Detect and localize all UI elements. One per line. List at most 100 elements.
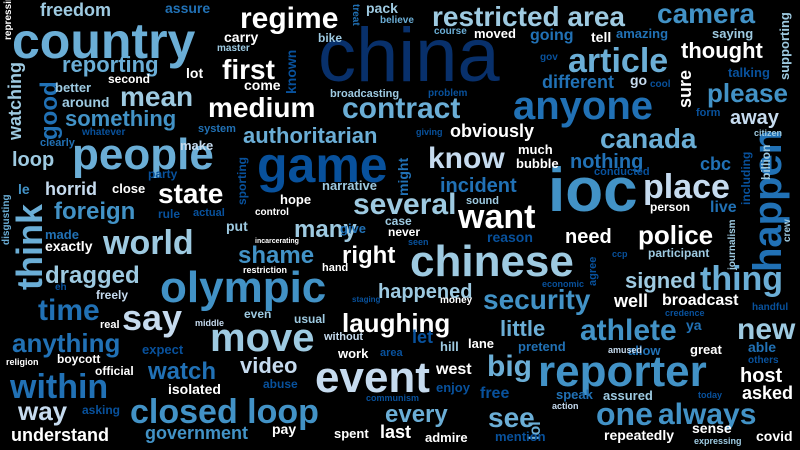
word-clearly: clearly xyxy=(40,137,75,149)
word-video: video xyxy=(240,353,298,378)
word-second: second xyxy=(108,72,151,86)
word-thing: thing xyxy=(700,260,784,298)
word-well: well xyxy=(614,291,649,311)
word-sporting: sporting xyxy=(235,157,249,205)
word-great: great xyxy=(690,342,722,357)
word-know: know xyxy=(428,142,505,175)
word-abuse: abuse xyxy=(263,377,298,391)
word-host: host xyxy=(740,365,783,387)
word-spent: spent xyxy=(334,426,369,441)
word-reason: reason xyxy=(487,229,533,245)
word-tell: tell xyxy=(591,29,612,45)
word-security: security xyxy=(483,284,591,315)
word-expressing: expressing xyxy=(694,436,742,446)
word-something: something xyxy=(65,106,177,131)
word-amazing: amazing xyxy=(616,26,669,41)
word-contract: contract xyxy=(342,92,461,125)
word-billion: billion xyxy=(759,144,773,180)
word-exactly: exactly xyxy=(45,238,93,254)
word-give: give xyxy=(340,221,367,236)
word-watching: watching xyxy=(5,61,25,140)
word-say: say xyxy=(122,297,183,338)
word-please: please xyxy=(707,78,788,108)
word-supporting: supporting xyxy=(777,12,792,80)
word-police: police xyxy=(638,220,714,250)
word-agree: agree xyxy=(587,256,599,286)
word-world: world xyxy=(103,224,194,262)
word-treat: treat xyxy=(350,4,361,26)
word-seen: seen xyxy=(408,237,429,247)
word-religion: religion xyxy=(6,357,39,367)
word-hope: hope xyxy=(280,192,312,207)
word-might: might xyxy=(395,157,411,196)
word-first: first xyxy=(222,54,275,85)
word-repressing: repressing xyxy=(3,0,14,40)
word-speak: speak xyxy=(556,387,593,402)
word-known: known xyxy=(283,49,299,94)
word-eh: eh xyxy=(55,282,67,293)
word-made: made xyxy=(45,227,79,242)
word-handful: handful xyxy=(752,302,789,313)
word-always: always xyxy=(658,398,757,431)
word-camera: camera xyxy=(657,0,756,29)
word-much: much xyxy=(518,142,553,157)
word-anything: anything xyxy=(12,328,121,358)
word-carry: carry xyxy=(224,29,259,45)
word-ccp: ccp xyxy=(612,249,628,259)
word-big: big xyxy=(487,350,532,383)
word-restriction: restriction xyxy=(243,265,288,275)
word-make: make xyxy=(180,138,214,153)
word-control: control xyxy=(255,207,289,218)
word-come: come xyxy=(244,77,281,93)
word-time: time xyxy=(38,294,100,327)
word-never: never xyxy=(388,225,421,239)
word-official: official xyxy=(95,364,134,378)
word-broadcasting: broadcasting xyxy=(330,88,400,100)
word-many: many xyxy=(294,216,357,243)
word-participant: participant xyxy=(648,246,710,260)
word-form: form xyxy=(696,107,721,119)
word-crew: crew xyxy=(782,219,793,242)
word-disgusting: disgusting xyxy=(1,194,12,245)
word-gov: gov xyxy=(540,52,558,63)
word-asked: asked xyxy=(742,383,794,403)
word-people: people xyxy=(72,130,214,179)
word-let: let xyxy=(412,327,434,347)
word-olympic: olympic xyxy=(160,263,327,312)
word-bubble: bubble xyxy=(516,156,559,171)
word-cool: cool xyxy=(650,79,671,90)
word-right: right xyxy=(342,242,396,269)
word-athlete: athlete xyxy=(580,314,677,347)
word-lane: lane xyxy=(468,336,495,351)
word-china: china xyxy=(318,13,500,98)
word-ioc: ioc xyxy=(548,156,638,225)
word-action: action xyxy=(552,401,579,411)
word-loop: loop xyxy=(12,149,55,171)
word-signed: signed xyxy=(625,268,696,293)
word-authoritarian: authoritarian xyxy=(243,123,378,148)
word-pack: pack xyxy=(366,0,398,16)
word-able: able xyxy=(748,339,777,355)
word-ya: ya xyxy=(686,317,702,333)
word-economic: economic xyxy=(542,279,585,289)
word-broadcast: broadcast xyxy=(662,292,739,309)
word-anyone: anyone xyxy=(513,84,654,128)
word-free: free xyxy=(480,385,510,402)
word-citizen: citizen xyxy=(754,128,783,138)
word-repeatedly: repeatedly xyxy=(604,427,675,443)
word-reporting: reporting xyxy=(62,52,159,77)
word-communism: communism xyxy=(366,393,420,403)
word-chinese: chinese xyxy=(410,237,574,286)
word-amused: amused xyxy=(608,345,643,355)
word-state: state xyxy=(158,178,224,209)
word-boycott: boycott xyxy=(57,352,101,366)
word-shame: shame xyxy=(238,242,315,269)
word-conducted: conducted xyxy=(594,166,650,178)
word-middle: middle xyxy=(195,318,225,328)
word-saying: saying xyxy=(712,26,754,41)
word-obviously: obviously xyxy=(450,121,535,141)
word-isolated: isolated xyxy=(168,381,221,397)
word-live: live xyxy=(710,199,737,216)
word-covid: covid xyxy=(756,428,793,444)
